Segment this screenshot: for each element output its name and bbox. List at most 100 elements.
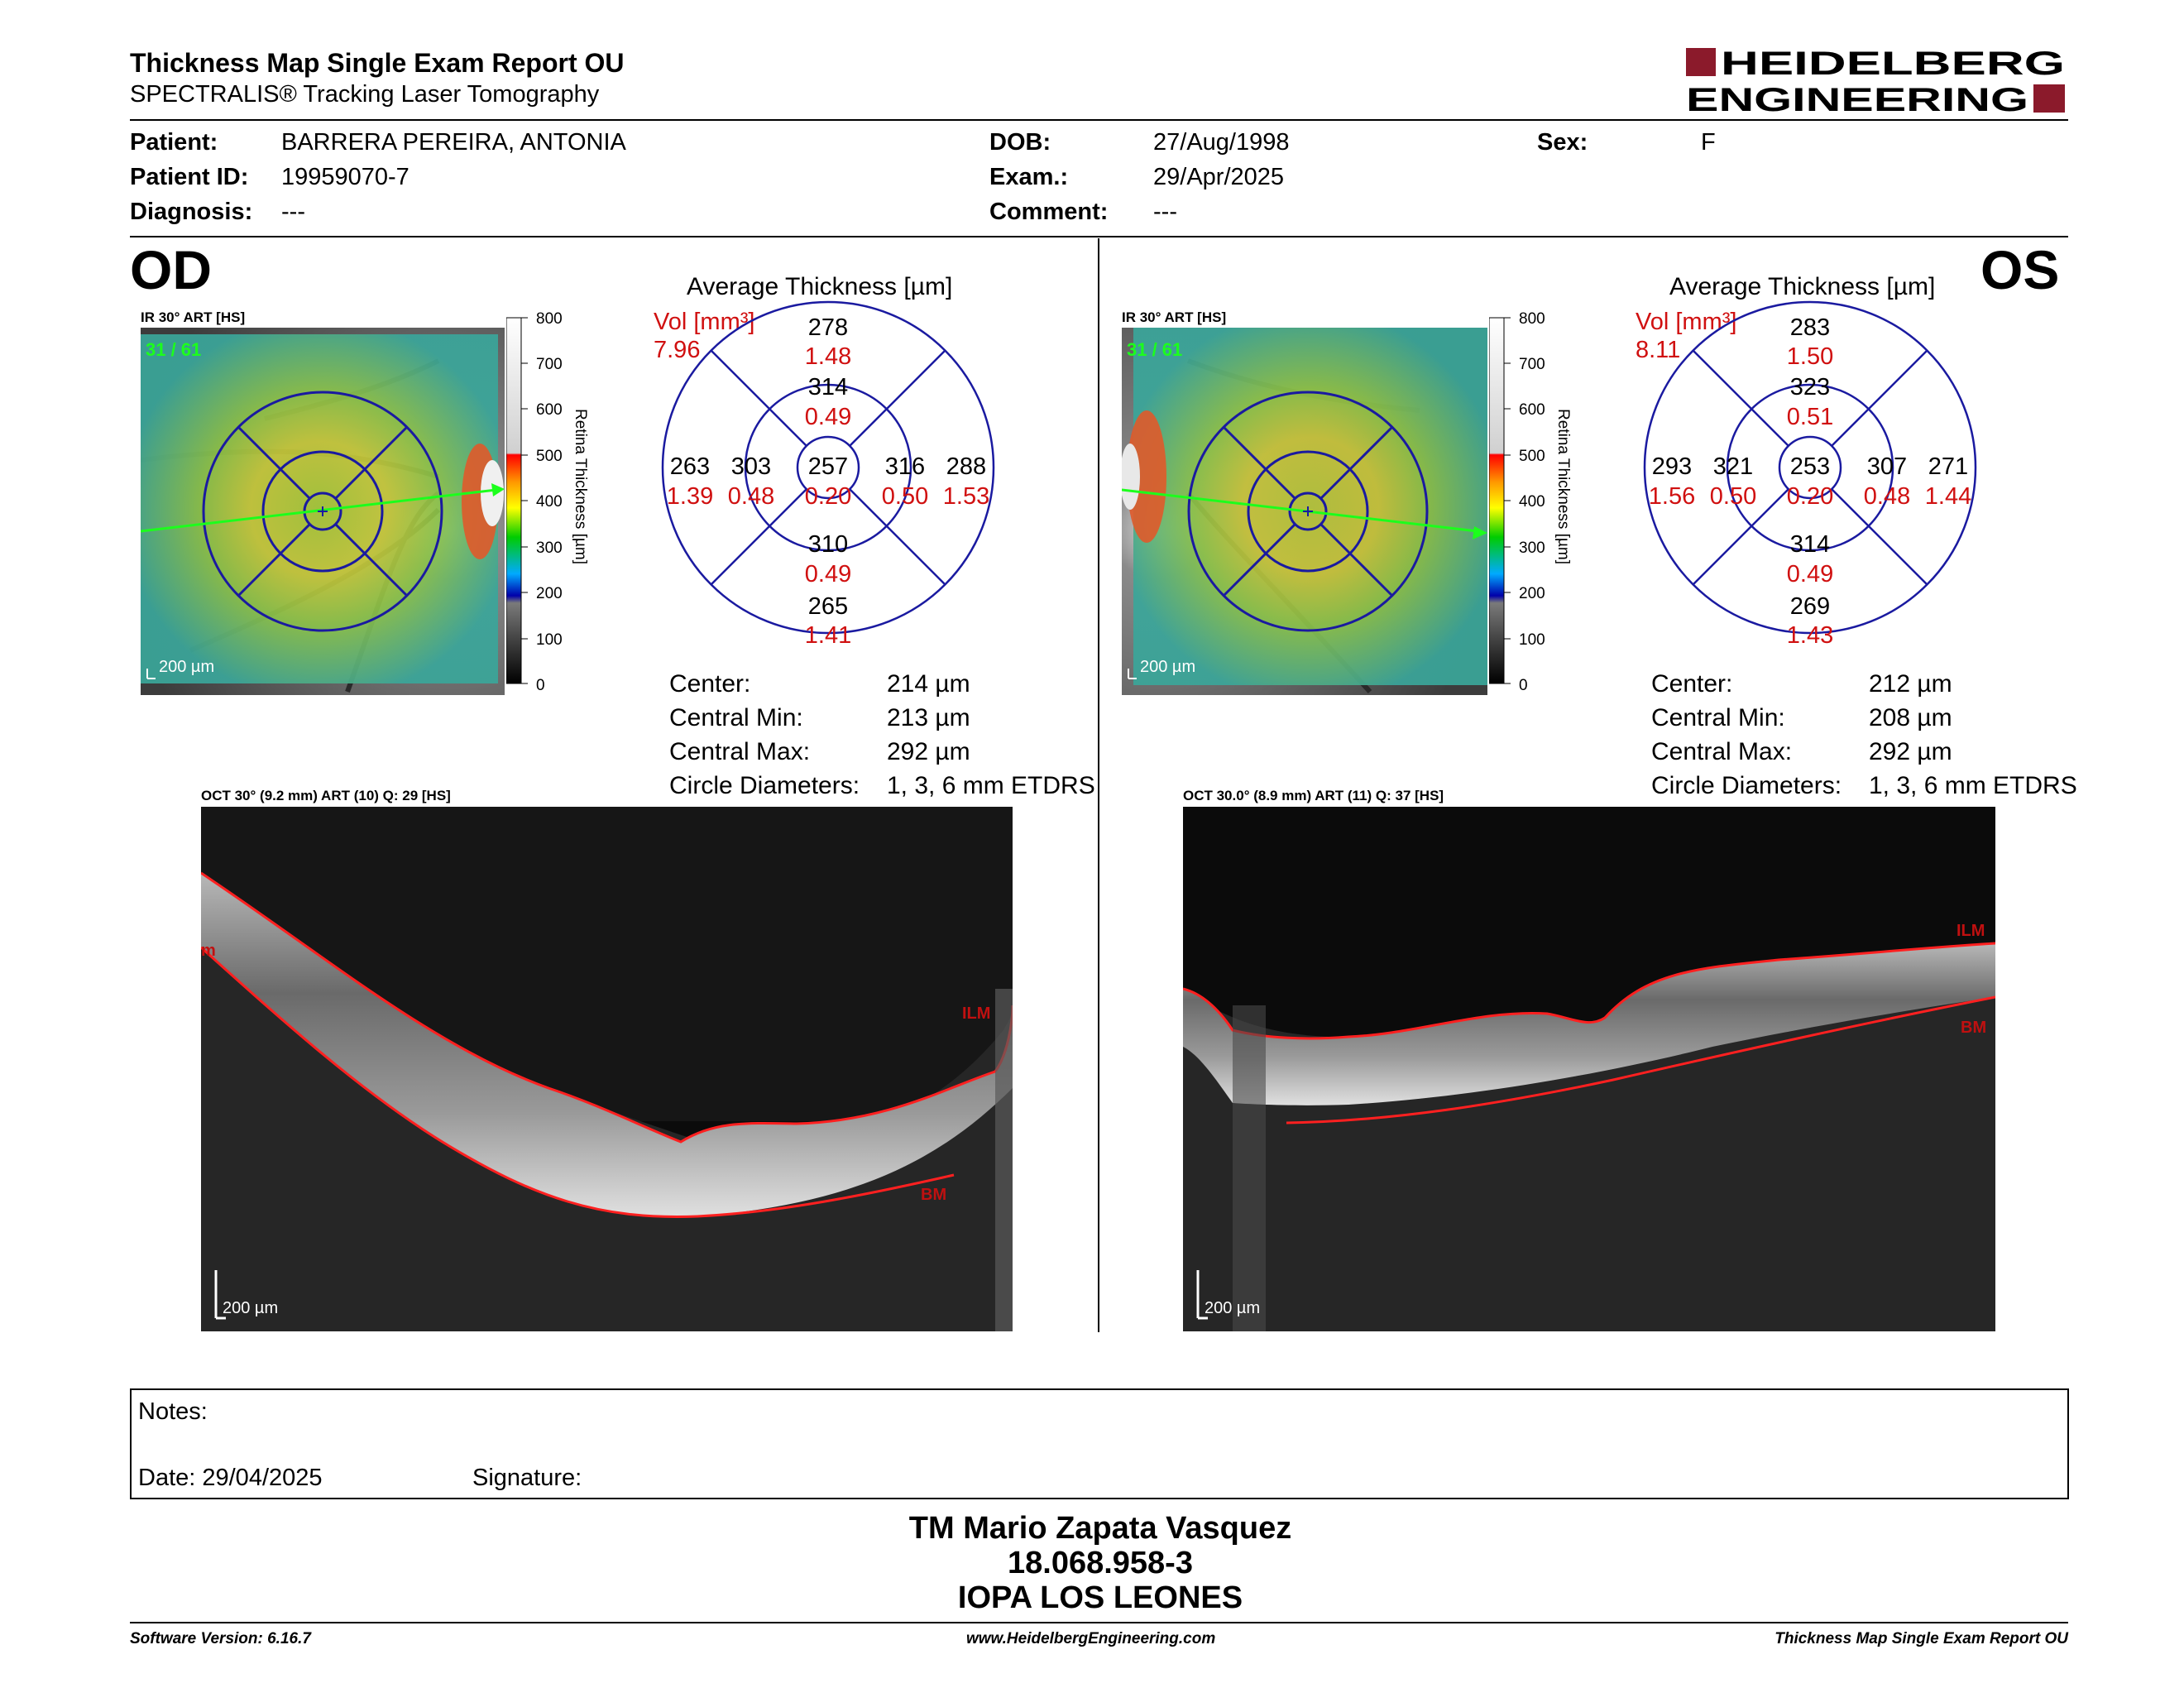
svg-text:1.43: 1.43 [1787,622,1833,645]
svg-text:200 µm: 200 µm [1140,658,1195,676]
od-ir-title: IR 30° ART [HS] [141,309,246,325]
footer-website[interactable]: www.HeidelbergEngineering.com [966,1630,1216,1647]
svg-text:1.48: 1.48 [805,343,851,370]
svg-text:0.50: 0.50 [1710,483,1756,510]
svg-text:ENGINEERING: ENGINEERING [1686,82,2028,116]
od-eye-label: OD [130,239,212,300]
od-etdrs-grid: 278 1.48 314 0.49 257 0.20 310 0.49 265 … [659,298,998,649]
od-diam-value: 1, 3, 6 mm ETDRS [887,772,1095,799]
svg-text:600: 600 [1519,401,1545,419]
od-colorbar: 800 700 600 500 400 300 200 100 0 Retina… [505,309,597,698]
svg-text:263: 263 [670,453,710,480]
svg-text:200: 200 [1519,585,1545,602]
svg-text:HEIDELBERG: HEIDELBERG [1721,46,2065,82]
notes-label: Notes: [138,1398,208,1425]
patient-name: BARRERA PEREIRA, ANTONIA [281,129,626,156]
report-subtitle: SPECTRALIS® Tracking Laser Tomography [130,81,600,108]
svg-text:0.49: 0.49 [1787,561,1833,587]
patient-id-label: Patient ID: [130,164,249,190]
od-avg-title: Average Thickness [µm] [687,273,953,300]
svg-text:200 µm: 200 µm [223,1299,278,1317]
svg-text:m: m [201,942,216,960]
svg-text:0.20: 0.20 [805,483,851,510]
svg-text:257: 257 [808,453,848,480]
os-etdrs-grid: 283 1.50 323 0.51 253 0.20 314 0.49 269 … [1640,298,1980,649]
signature-label: Signature: [472,1465,582,1491]
svg-text:BM: BM [1961,1019,1986,1037]
od-max-value: 292 µm [887,738,970,765]
sex-label: Sex: [1537,129,1588,156]
svg-text:1.53: 1.53 [943,483,989,510]
od-vol: Vol [mm³] 7.96 [654,308,754,364]
od-min-label: Central Min: [669,704,803,731]
report-title: Thickness Map Single Exam Report OU [130,48,625,78]
od-diam-label: Circle Diameters: [669,772,860,799]
svg-text:1.56: 1.56 [1649,483,1695,510]
os-vol-value: 8.11 [1636,337,1681,363]
os-avg-title: Average Thickness [µm] [1669,273,1936,300]
svg-text:0.48: 0.48 [728,483,774,510]
od-min-value: 213 µm [887,704,970,731]
os-min-label: Central Min: [1651,704,1785,731]
footer-software: Software Version: 6.16.7 [130,1630,311,1647]
od-ir-thickness-map: 31 / 61 200 µm [140,328,505,695]
os-oct-title: OCT 30.0° (8.9 mm) ART (11) Q: 37 [HS] [1183,788,1444,803]
os-center-label: Center: [1651,670,1733,698]
svg-text:31 / 61: 31 / 61 [1127,339,1182,360]
od-center-label: Center: [669,670,751,698]
svg-text:293: 293 [1652,453,1692,480]
svg-text:500: 500 [536,448,563,465]
svg-text:400: 400 [1519,493,1545,511]
os-max-value: 292 µm [1869,738,1952,765]
notes-box[interactable]: Notes: Date: 29/04/2025 Signature: [130,1388,2069,1499]
os-vol: Vol [mm³] 8.11 [1636,308,1736,364]
svg-text:278: 278 [808,314,848,341]
os-ir-title: IR 30° ART [HS] [1122,309,1227,325]
signature-name: TM Mario Zapata Vasquez [908,1511,1292,1546]
date-label: Date: 29/04/2025 [138,1465,323,1491]
svg-text:200: 200 [536,585,563,602]
svg-text:800: 800 [1519,310,1545,328]
os-diam-value: 1, 3, 6 mm ETDRS [1869,772,2077,799]
svg-text:1.44: 1.44 [1925,483,1971,510]
exam-value: 29/Apr/2025 [1153,164,1285,190]
svg-text:1.50: 1.50 [1787,343,1833,370]
os-min-value: 208 µm [1869,704,1952,731]
od-max-label: Central Max: [669,738,811,765]
svg-text:1.39: 1.39 [667,483,713,510]
od-center-value: 214 µm [887,670,970,698]
svg-text:300: 300 [1519,539,1545,557]
od-vol-value: 7.96 [654,337,701,363]
svg-text:0: 0 [536,677,545,694]
svg-text:100: 100 [1519,631,1545,649]
dob-label: DOB: [989,129,1051,156]
comment-label: Comment: [989,199,1109,225]
svg-text:323: 323 [1790,374,1830,400]
sex-value: F [1701,129,1716,156]
os-eye-label: OS [1980,239,2060,300]
os-diam-label: Circle Diameters: [1651,772,1842,799]
od-oct-bscan: m ILM BM 200 µm [199,807,1014,1331]
svg-text:0.51: 0.51 [1787,404,1833,430]
svg-text:0.49: 0.49 [805,561,851,587]
svg-text:303: 303 [731,453,771,480]
os-max-label: Central Max: [1651,738,1793,765]
svg-text:0.20: 0.20 [1787,483,1833,510]
svg-text:0.50: 0.50 [882,483,928,510]
os-colorbar: 800 700 600 500 400 300 200 100 0 Retina… [1488,309,1580,698]
patient-id: 19959070-7 [281,164,410,190]
svg-text:200 µm: 200 µm [159,658,214,676]
diagnosis-value: --- [281,199,305,225]
svg-text:600: 600 [536,401,563,419]
svg-text:700: 700 [1519,356,1545,373]
os-ir-thickness-map: 31 / 61 200 µm [1120,328,1487,695]
svg-text:800: 800 [536,310,563,328]
patient-label: Patient: [130,129,218,156]
os-oct-bscan: ILM BM 200 µm [1182,807,1996,1331]
od-vol-label: Vol [mm³] [654,309,755,335]
svg-text:316: 316 [885,453,925,480]
svg-text:0.49: 0.49 [805,404,851,430]
svg-text:288: 288 [946,453,986,480]
svg-text:Retina Thickness [µm]: Retina Thickness [µm] [572,409,589,564]
dob-value: 27/Aug/1998 [1153,129,1290,156]
